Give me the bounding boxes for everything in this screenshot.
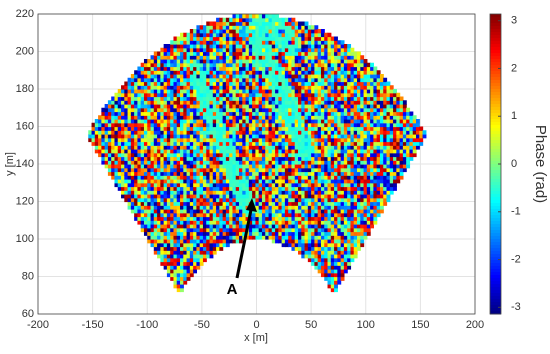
texture-cell [187, 277, 191, 281]
texture-cell [226, 243, 230, 247]
texture-cell [321, 29, 325, 33]
texture-cell [203, 258, 207, 262]
texture-cell [393, 183, 397, 187]
texture-cell [390, 85, 394, 89]
texture-cell [403, 168, 407, 172]
texture-cell [239, 239, 243, 243]
texture-cell [364, 59, 368, 63]
texture-cell [291, 18, 295, 22]
texture-cell [347, 265, 351, 269]
texture-cell [364, 235, 368, 239]
texture-cell [350, 258, 354, 262]
phase-texture [88, 14, 426, 292]
texture-cell [357, 52, 361, 56]
texture-cell [328, 33, 332, 37]
texture-cell [370, 63, 374, 67]
texture-cell [341, 40, 345, 44]
texture-cell [183, 280, 187, 284]
texture-cell [275, 14, 279, 18]
texture-cell [387, 194, 391, 198]
texture-cell [406, 164, 410, 168]
texture-cell [403, 100, 407, 104]
texture-cell [380, 205, 384, 209]
texture-cell [200, 262, 204, 266]
texture-cell [373, 217, 377, 221]
texture-cell [367, 232, 371, 236]
texture-cell [350, 48, 354, 52]
texture-cell [334, 288, 338, 292]
texture-cell [396, 93, 400, 97]
texture-cell [354, 254, 358, 258]
texture-cell [193, 269, 197, 273]
texture-cell [334, 37, 338, 41]
texture-cell [357, 247, 361, 251]
texture-cell [400, 172, 404, 176]
texture-cell [213, 250, 217, 254]
texture-cell [373, 220, 377, 224]
texture-cell [360, 55, 364, 59]
texture-cell [210, 254, 214, 258]
texture-cell [393, 187, 397, 191]
texture-cell [383, 202, 387, 206]
texture-cell [344, 269, 348, 273]
texture-cell [406, 160, 410, 164]
texture-cell [347, 262, 351, 266]
texture-cell [377, 70, 381, 74]
texture-cell [354, 250, 358, 254]
texture-cell [334, 284, 338, 288]
texture-cell [360, 243, 364, 247]
texture-cell [367, 228, 371, 232]
texture-cell [380, 209, 384, 213]
texture-cell [360, 239, 364, 243]
texture-cell [305, 22, 309, 26]
texture-cell [387, 198, 391, 202]
texture-cell [393, 89, 397, 93]
texture-cell [180, 288, 184, 292]
texture-cell [373, 67, 377, 71]
texture-cell [387, 82, 391, 86]
texture-cell [383, 78, 387, 82]
texture-cell [347, 44, 351, 48]
texture-cell [390, 190, 394, 194]
texture-cell [396, 179, 400, 183]
texture-cell [190, 273, 194, 277]
texture-cell [180, 284, 184, 288]
texture-cell [377, 213, 381, 217]
texture-cell [337, 280, 341, 284]
texture-cell [400, 97, 404, 101]
texture-cell [219, 247, 223, 251]
texture-cell [314, 25, 318, 29]
texture-cell [341, 273, 345, 277]
texture-cell [370, 224, 374, 228]
texture-cell [403, 104, 407, 108]
texture-cell [341, 277, 345, 281]
texture-cell [196, 265, 200, 269]
texture-cell [400, 175, 404, 179]
texture-cell [380, 74, 384, 78]
